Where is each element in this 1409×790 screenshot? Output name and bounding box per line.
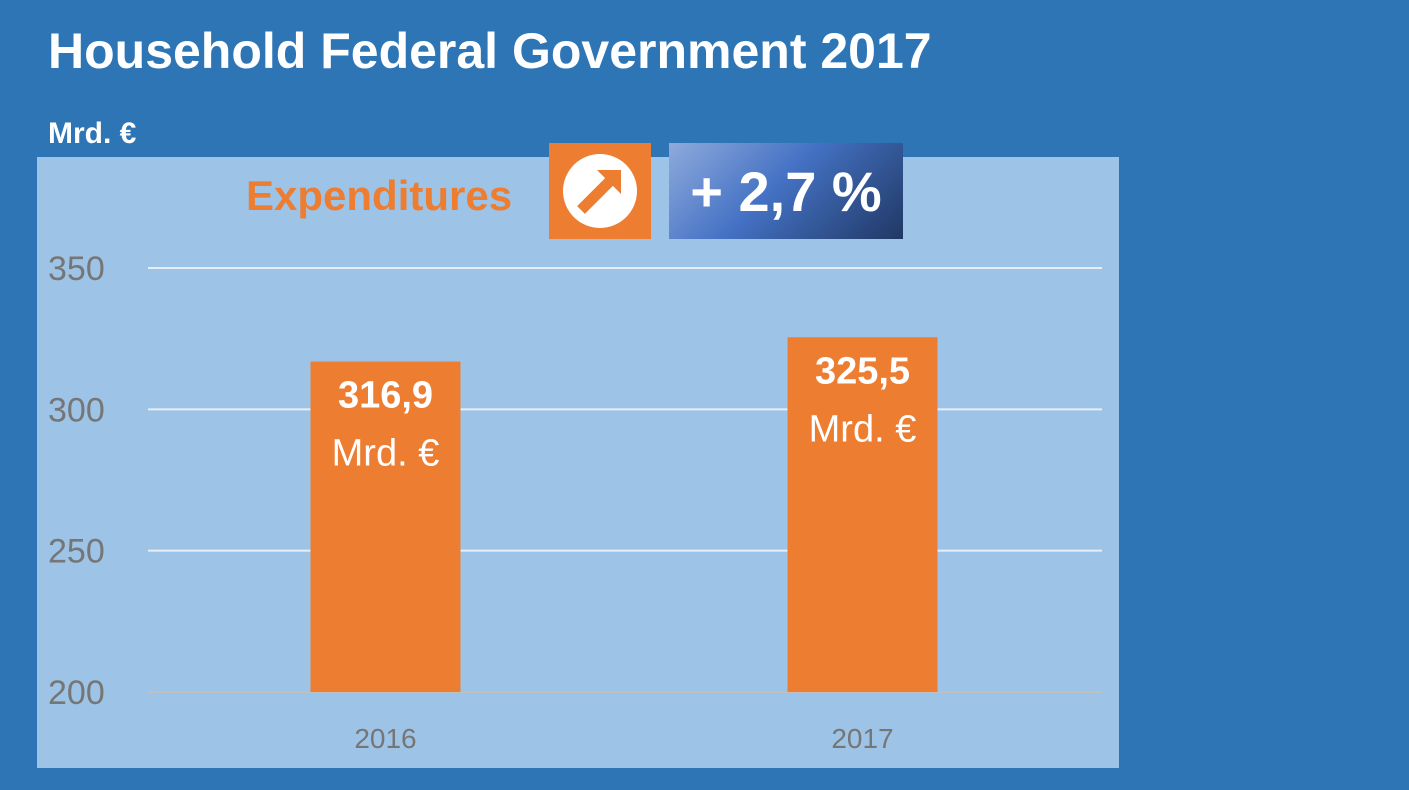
y-tick-label: 350 (48, 250, 105, 288)
bar (310, 361, 461, 692)
x-tick-label: 2017 (831, 723, 893, 754)
chart-title: Household Federal Government 2017 (48, 23, 932, 79)
bar-value-label: 325,5 (815, 350, 910, 392)
expenditures-label: Expenditures (246, 172, 513, 219)
bar-value-label: 316,9 (338, 375, 433, 417)
change-percent-badge: + 2,7 % (669, 143, 903, 239)
x-tick-label: 2016 (354, 723, 416, 754)
bar (787, 337, 938, 692)
plot-area (37, 157, 1119, 768)
y-tick-label: 200 (48, 674, 105, 712)
arrow-up-right-circle-icon (563, 154, 637, 228)
bar-unit-label: Mrd. € (332, 433, 440, 475)
bar-unit-label: Mrd. € (809, 408, 917, 450)
y-tick-label: 300 (48, 391, 105, 429)
trend-badge (549, 143, 651, 239)
unit-label: Mrd. € (48, 117, 137, 150)
y-tick-label: 250 (48, 533, 105, 571)
